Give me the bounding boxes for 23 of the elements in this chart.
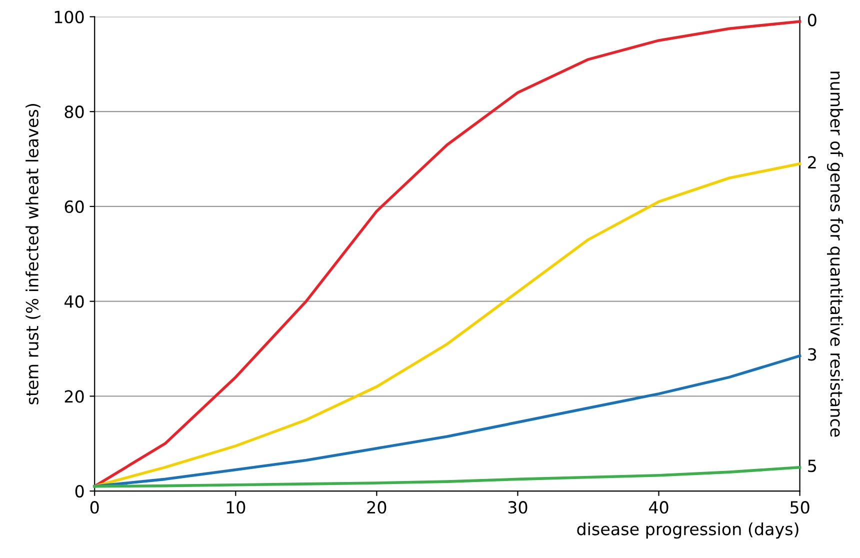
x-tick-label: 40 <box>648 501 668 514</box>
line-series <box>93 354 802 488</box>
y-tick-label: 60 <box>64 200 84 214</box>
x-tick-label: 20 <box>367 501 386 514</box>
series-label: 5 <box>808 460 816 472</box>
line-series <box>93 20 802 488</box>
line-series <box>93 162 802 488</box>
y-tick-label: 100 <box>54 10 84 24</box>
series-label: 2 <box>808 156 816 168</box>
y-tick-label: 20 <box>64 390 84 403</box>
x-tick-label: 10 <box>226 501 246 514</box>
y-tick-label: 0 <box>75 485 84 498</box>
series-label: 0 <box>808 14 816 26</box>
x-axis-title: disease progression (days) <box>577 522 798 539</box>
y-tick-label: 40 <box>64 295 84 308</box>
y2-axis-title: number of genes for quantitative resistance <box>826 72 844 437</box>
x-tick-label: 0 <box>90 501 99 514</box>
line-series <box>93 466 802 488</box>
series-label: 3 <box>808 348 816 361</box>
x-tick-label: 30 <box>508 501 528 514</box>
y-tick-label: 80 <box>64 106 84 118</box>
x-tick-label: 50 <box>790 501 810 514</box>
y-axis-title: stem rust (% infected wheat leaves) <box>26 104 40 404</box>
